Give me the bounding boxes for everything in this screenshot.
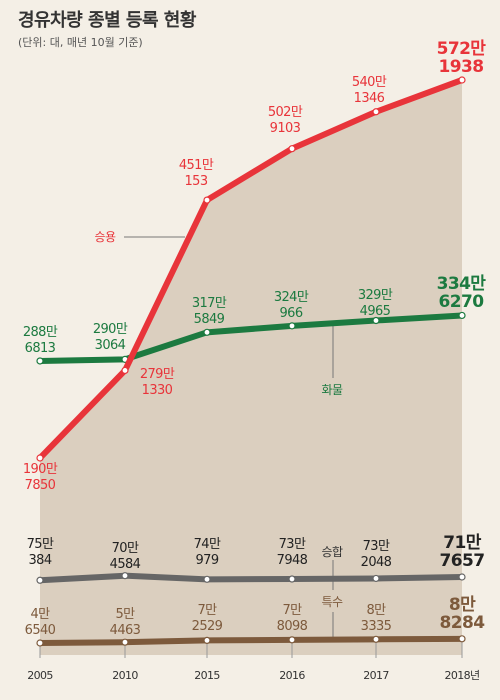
passenger-point: [121, 366, 129, 375]
cargo-data-label: 317만: [192, 296, 227, 311]
van-data-label: 2048: [361, 555, 392, 570]
van-data-label: 75만: [27, 537, 54, 552]
van-point: [203, 575, 211, 583]
van-point: [121, 572, 129, 580]
van-point: [288, 575, 296, 583]
series-name-passenger: 승용: [95, 230, 116, 244]
special-data-label: 8284: [440, 613, 486, 633]
van-point: [458, 573, 466, 581]
x-tick-label: 2005: [27, 669, 53, 682]
special-point: [121, 638, 129, 646]
passenger-point: [288, 145, 296, 153]
special-data-label: 7만: [282, 603, 302, 618]
passenger-data-label: 572만: [437, 39, 487, 59]
van-data-label: 4584: [110, 557, 141, 572]
cargo-data-label: 966: [279, 306, 302, 321]
special-point: [36, 639, 44, 647]
special-line: [37, 635, 465, 646]
series-name-special: 특수: [322, 595, 343, 609]
cargo-point: [288, 322, 296, 330]
van-data-label: 74만: [194, 537, 221, 552]
van-line: [37, 572, 465, 584]
special-data-label: 5만: [115, 607, 135, 622]
special-point: [458, 635, 466, 643]
special-data-label: 3335: [361, 619, 392, 634]
passenger-data-label: 9103: [270, 121, 301, 136]
x-tick-label: 2010: [112, 669, 138, 682]
x-tick-label: 2016: [279, 669, 305, 682]
special-data-label: 8만: [449, 595, 476, 615]
passenger-data-label: 502만: [268, 105, 303, 120]
passenger-point: [372, 108, 380, 116]
cargo-data-label: 288만: [23, 325, 58, 340]
van-data-label: 70만: [112, 541, 139, 556]
passenger-data-label: 451만: [179, 158, 214, 173]
cargo-point: [372, 316, 380, 325]
special-point: [372, 635, 380, 643]
special-data-label: 4463: [110, 623, 141, 638]
van-data-label: 384: [28, 553, 51, 568]
cargo-data-label: 329만: [358, 288, 393, 303]
passenger-point: [203, 196, 211, 204]
chart-subtitle: (단위: 대, 매년 10월 기준): [18, 36, 143, 49]
special-data-label: 8만: [366, 603, 386, 618]
cargo-point: [203, 328, 211, 336]
van-point: [36, 576, 44, 584]
cargo-point: [458, 311, 466, 320]
passenger-area: [40, 80, 462, 655]
van-data-label: 7948: [277, 553, 308, 568]
passenger-data-label: 153: [184, 174, 207, 189]
series-name-van: 승합: [322, 545, 343, 559]
cargo-data-label: 6813: [25, 341, 56, 356]
passenger-data-label: 1330: [142, 383, 173, 398]
van-data-label: 7657: [440, 551, 485, 571]
van-data-label: 71만: [443, 533, 481, 553]
passenger-line: [37, 77, 465, 461]
cargo-line: [37, 312, 465, 364]
x-tick-label: 2017: [363, 669, 389, 682]
cargo-data-label: 290만: [93, 322, 128, 337]
passenger-data-label: 1938: [439, 57, 484, 77]
chart-title: 경유차량 종별 등록 현황: [18, 10, 196, 31]
special-data-label: 4만: [30, 607, 50, 622]
van-data-label: 73만: [363, 539, 390, 554]
x-tick-label: 2015: [194, 669, 220, 682]
cargo-point: [36, 357, 44, 365]
special-data-label: 8098: [277, 619, 308, 634]
special-point: [203, 636, 211, 645]
special-data-label: 2529: [192, 619, 223, 634]
x-tick-label: 2018년: [444, 669, 479, 682]
special-point: [288, 636, 296, 644]
series-name-cargo: 화물: [322, 383, 343, 397]
passenger-data-label: 190만: [23, 462, 58, 477]
cargo-data-label: 324만: [274, 290, 309, 305]
cargo-data-label: 3064: [95, 338, 126, 353]
cargo-data-label: 334만: [437, 274, 487, 294]
van-data-label: 73만: [279, 537, 306, 552]
special-data-label: 6540: [25, 623, 56, 638]
passenger-data-label: 7850: [25, 478, 56, 493]
special-data-label: 7만: [197, 603, 217, 618]
van-point: [372, 574, 380, 583]
passenger-data-label: 1346: [354, 91, 385, 106]
passenger-data-label: 540만: [352, 75, 387, 90]
passenger-data-label: 279만: [140, 367, 175, 382]
cargo-data-label: 6270: [439, 292, 485, 312]
passenger-point: [458, 76, 466, 84]
cargo-data-label: 4965: [360, 304, 391, 319]
van-data-label: 979: [195, 553, 218, 568]
cargo-data-label: 5849: [194, 312, 225, 327]
passenger-point: [36, 454, 44, 462]
